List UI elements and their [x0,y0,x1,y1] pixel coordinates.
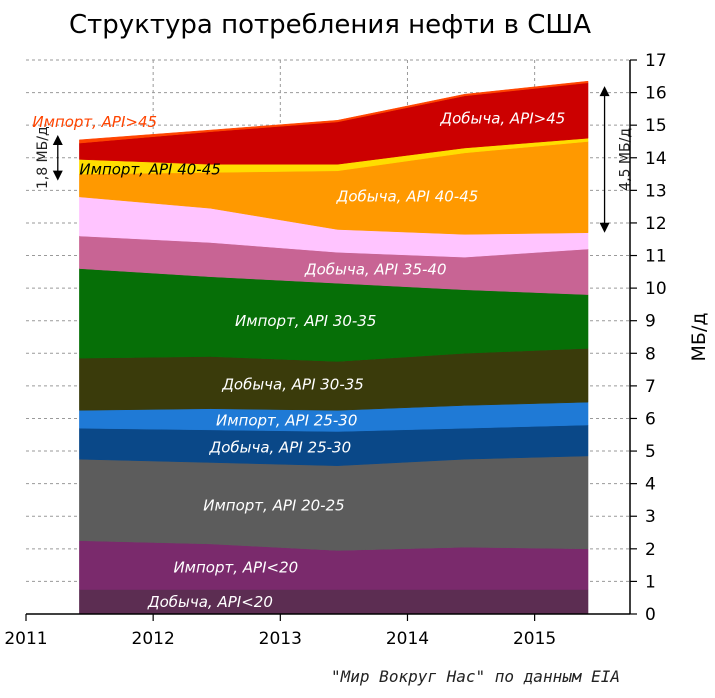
series-label: Импорт, API<20 [173,558,298,576]
y-tick-label: 4 [645,475,656,495]
y-tick-label: 16 [645,84,667,104]
y-tick-label: 6 [645,409,656,429]
series-label: Добыча, API<20 [147,593,273,611]
arrowhead-up-icon [599,86,610,97]
y-tick-label: 9 [645,312,656,332]
series-labels: Добыча, API<20 Импорт, API<20 Импорт, API … [32,109,565,610]
area-импорт-api-45 [79,80,589,144]
y-tick-label: 13 [645,181,667,201]
series-label: Добыча, API 40-45 [336,188,479,206]
y-tick-label: 3 [645,507,656,527]
plot-area [79,80,589,615]
y-tick-label: 17 [645,51,667,71]
series-label: Добыча, API>45 [439,109,565,127]
y-tick-label: 1 [645,572,656,592]
series-label: Добыча, API 35-40 [304,260,447,278]
annotation-label: 4,5 МБ/д [618,128,634,191]
x-tick-label: 2014 [386,629,429,649]
y-tick-label: 15 [645,116,667,136]
chart-title: Структура потребления нефти в США [69,10,591,40]
series-label: Импорт, API 25-30 [216,411,357,429]
y-tick-label: 7 [645,377,656,397]
y-tick-label: 12 [645,214,667,234]
source-note: "Мир Вокруг Нас" по данным EIA [331,667,620,686]
series-label: Импорт, API>45 [32,113,157,131]
y-tick-label: 10 [645,279,667,299]
y-tick-label: 8 [645,344,656,364]
y-tick-label: 5 [645,442,656,462]
arrowhead-down-icon [599,222,610,233]
y-tick-label: 11 [645,247,667,267]
annotation-label: 1,8 МБ/д [35,126,51,189]
series-label: Добыча, API 30-35 [221,376,364,394]
x-tick-label: 2013 [259,629,302,649]
series-label: Импорт, API 30-35 [235,312,376,330]
x-tick-label: 2012 [132,629,175,649]
y-axis-label: МБ/д [688,313,710,362]
y-tick-label: 0 [645,605,656,625]
y-tick-label: 2 [645,540,656,560]
x-tick-label: 2015 [513,629,556,649]
series-label: Импорт, API 40-45 [79,160,220,178]
arrowhead-down-icon [52,170,63,181]
x-tick-label: 2011 [4,629,47,649]
y-tick-label: 14 [645,149,667,169]
series-label: Добыча, API 25-30 [208,439,351,457]
series-label: Импорт, API 20-25 [203,497,344,515]
arrowhead-up-icon [52,134,63,145]
